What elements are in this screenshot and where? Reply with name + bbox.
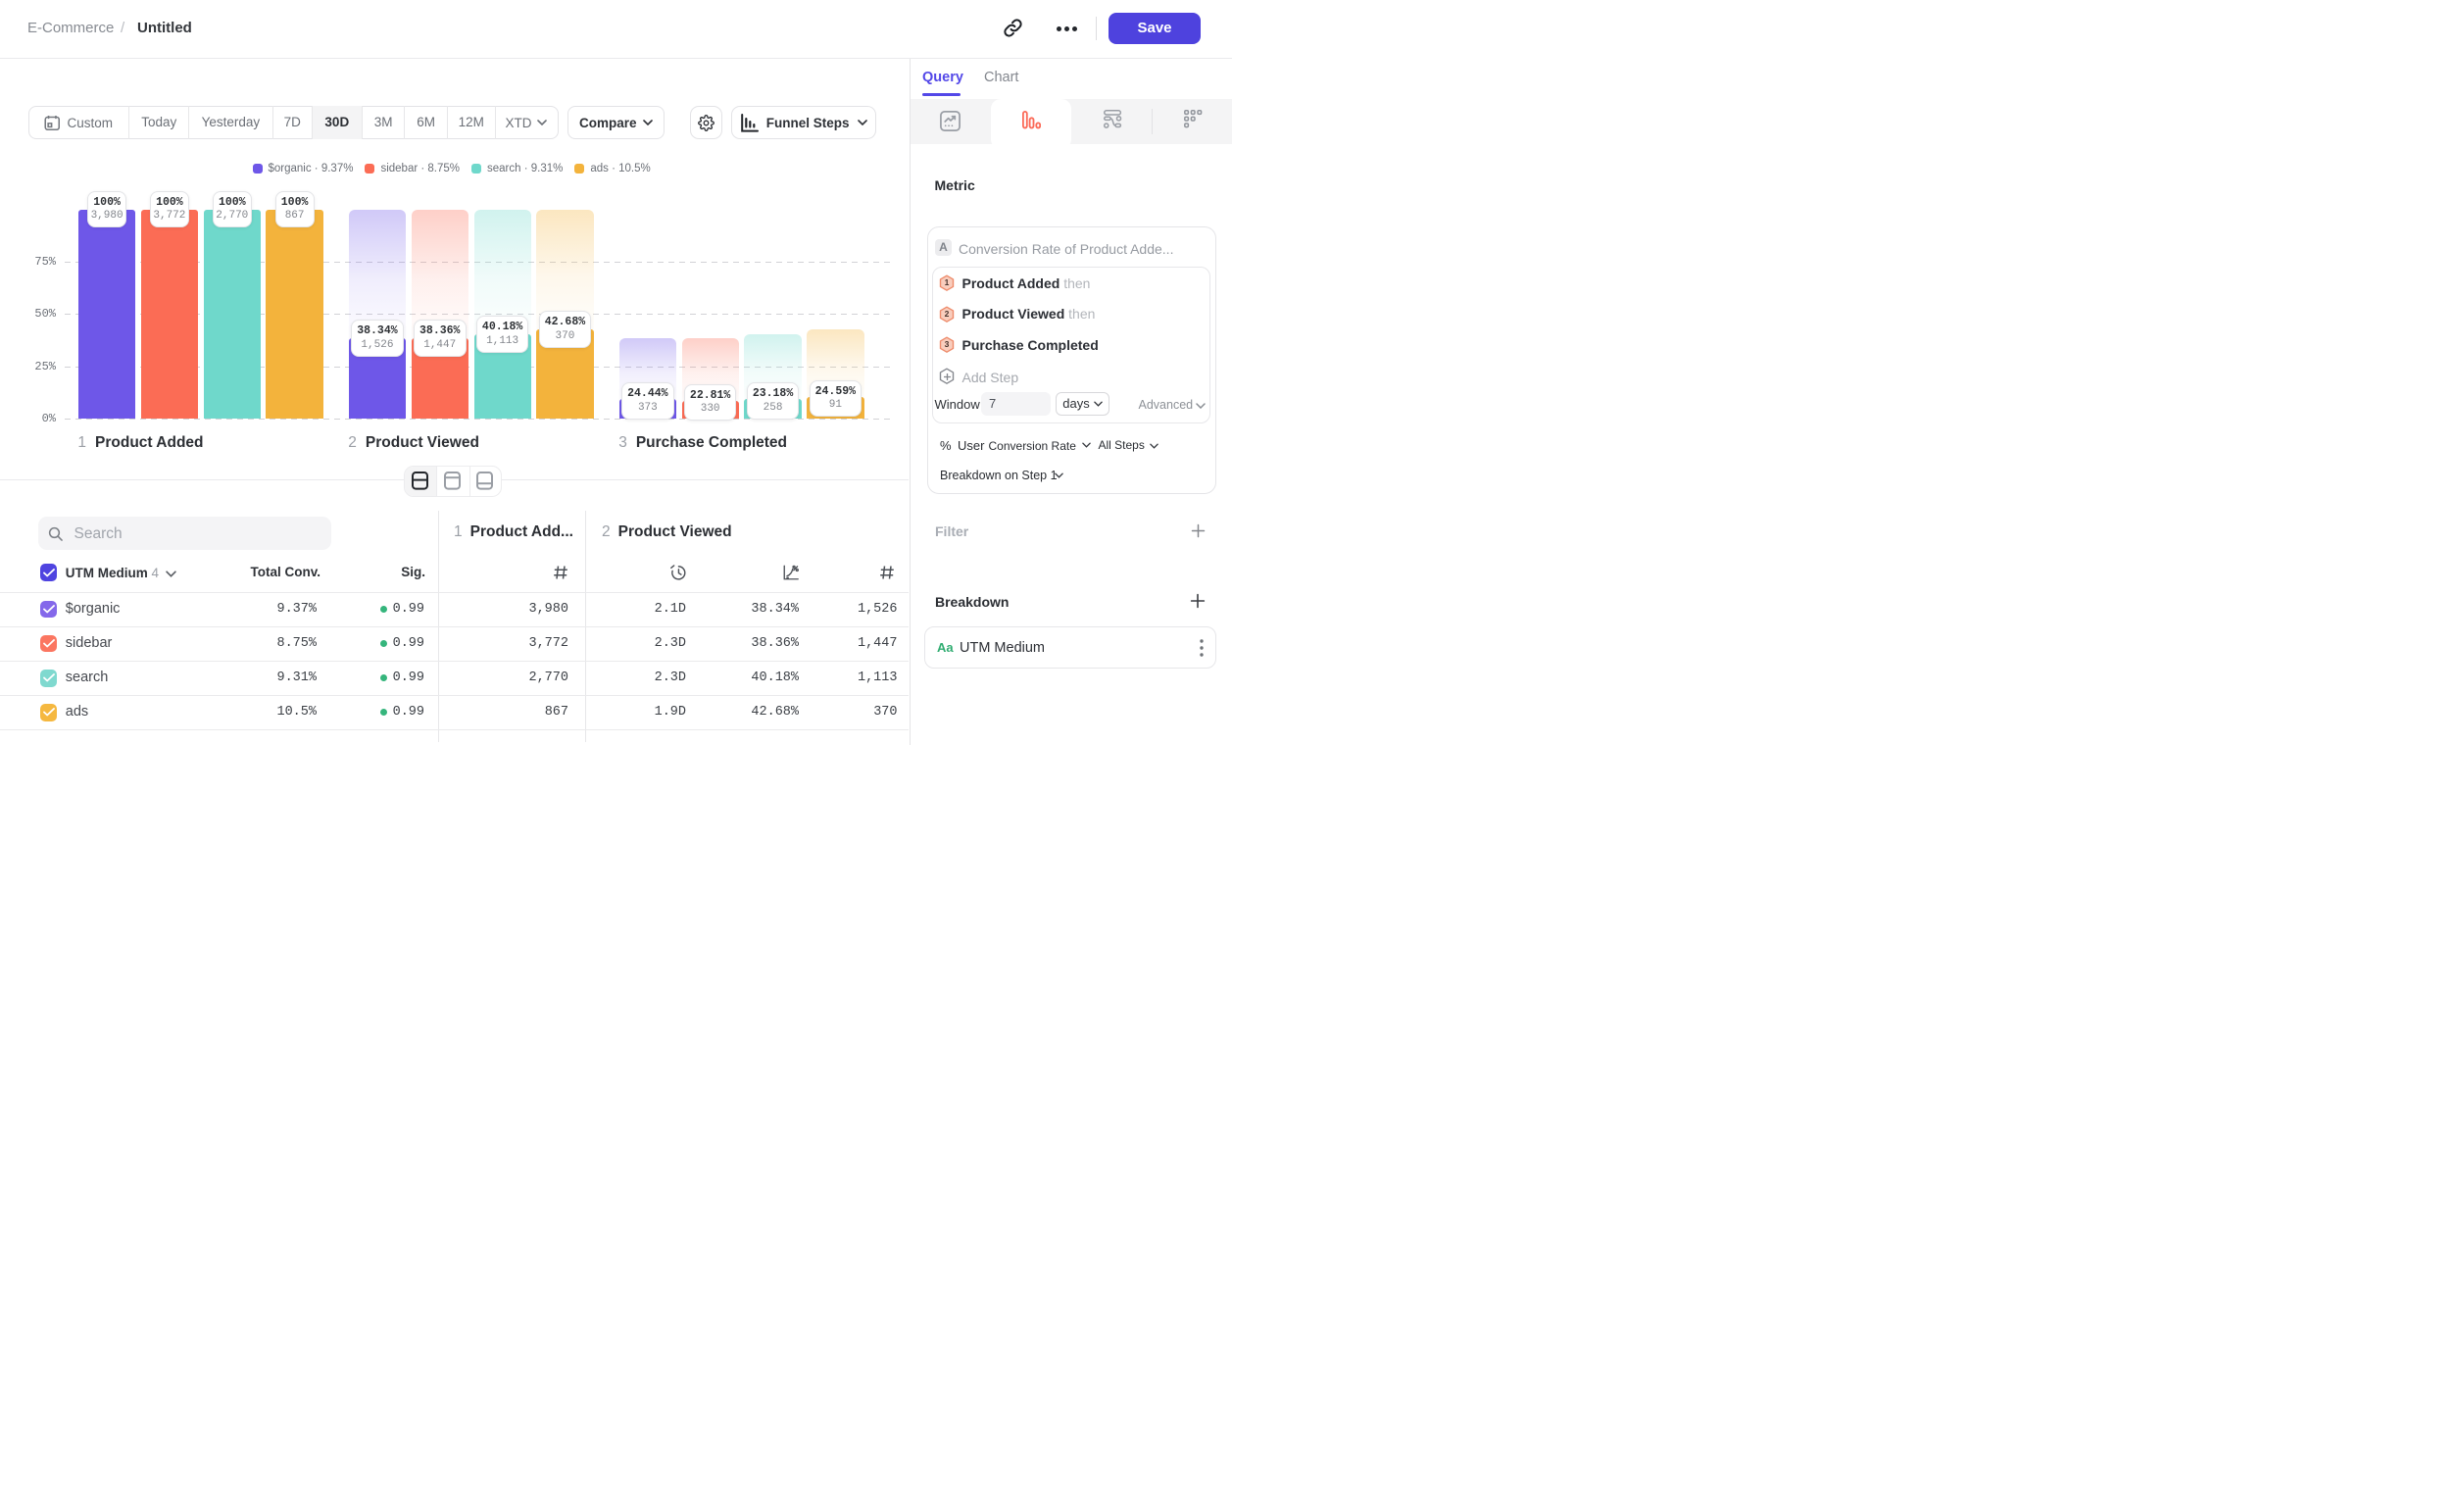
svg-text:1: 1 [945, 277, 950, 287]
svg-text:3: 3 [945, 339, 950, 349]
svg-text:2: 2 [945, 309, 950, 319]
